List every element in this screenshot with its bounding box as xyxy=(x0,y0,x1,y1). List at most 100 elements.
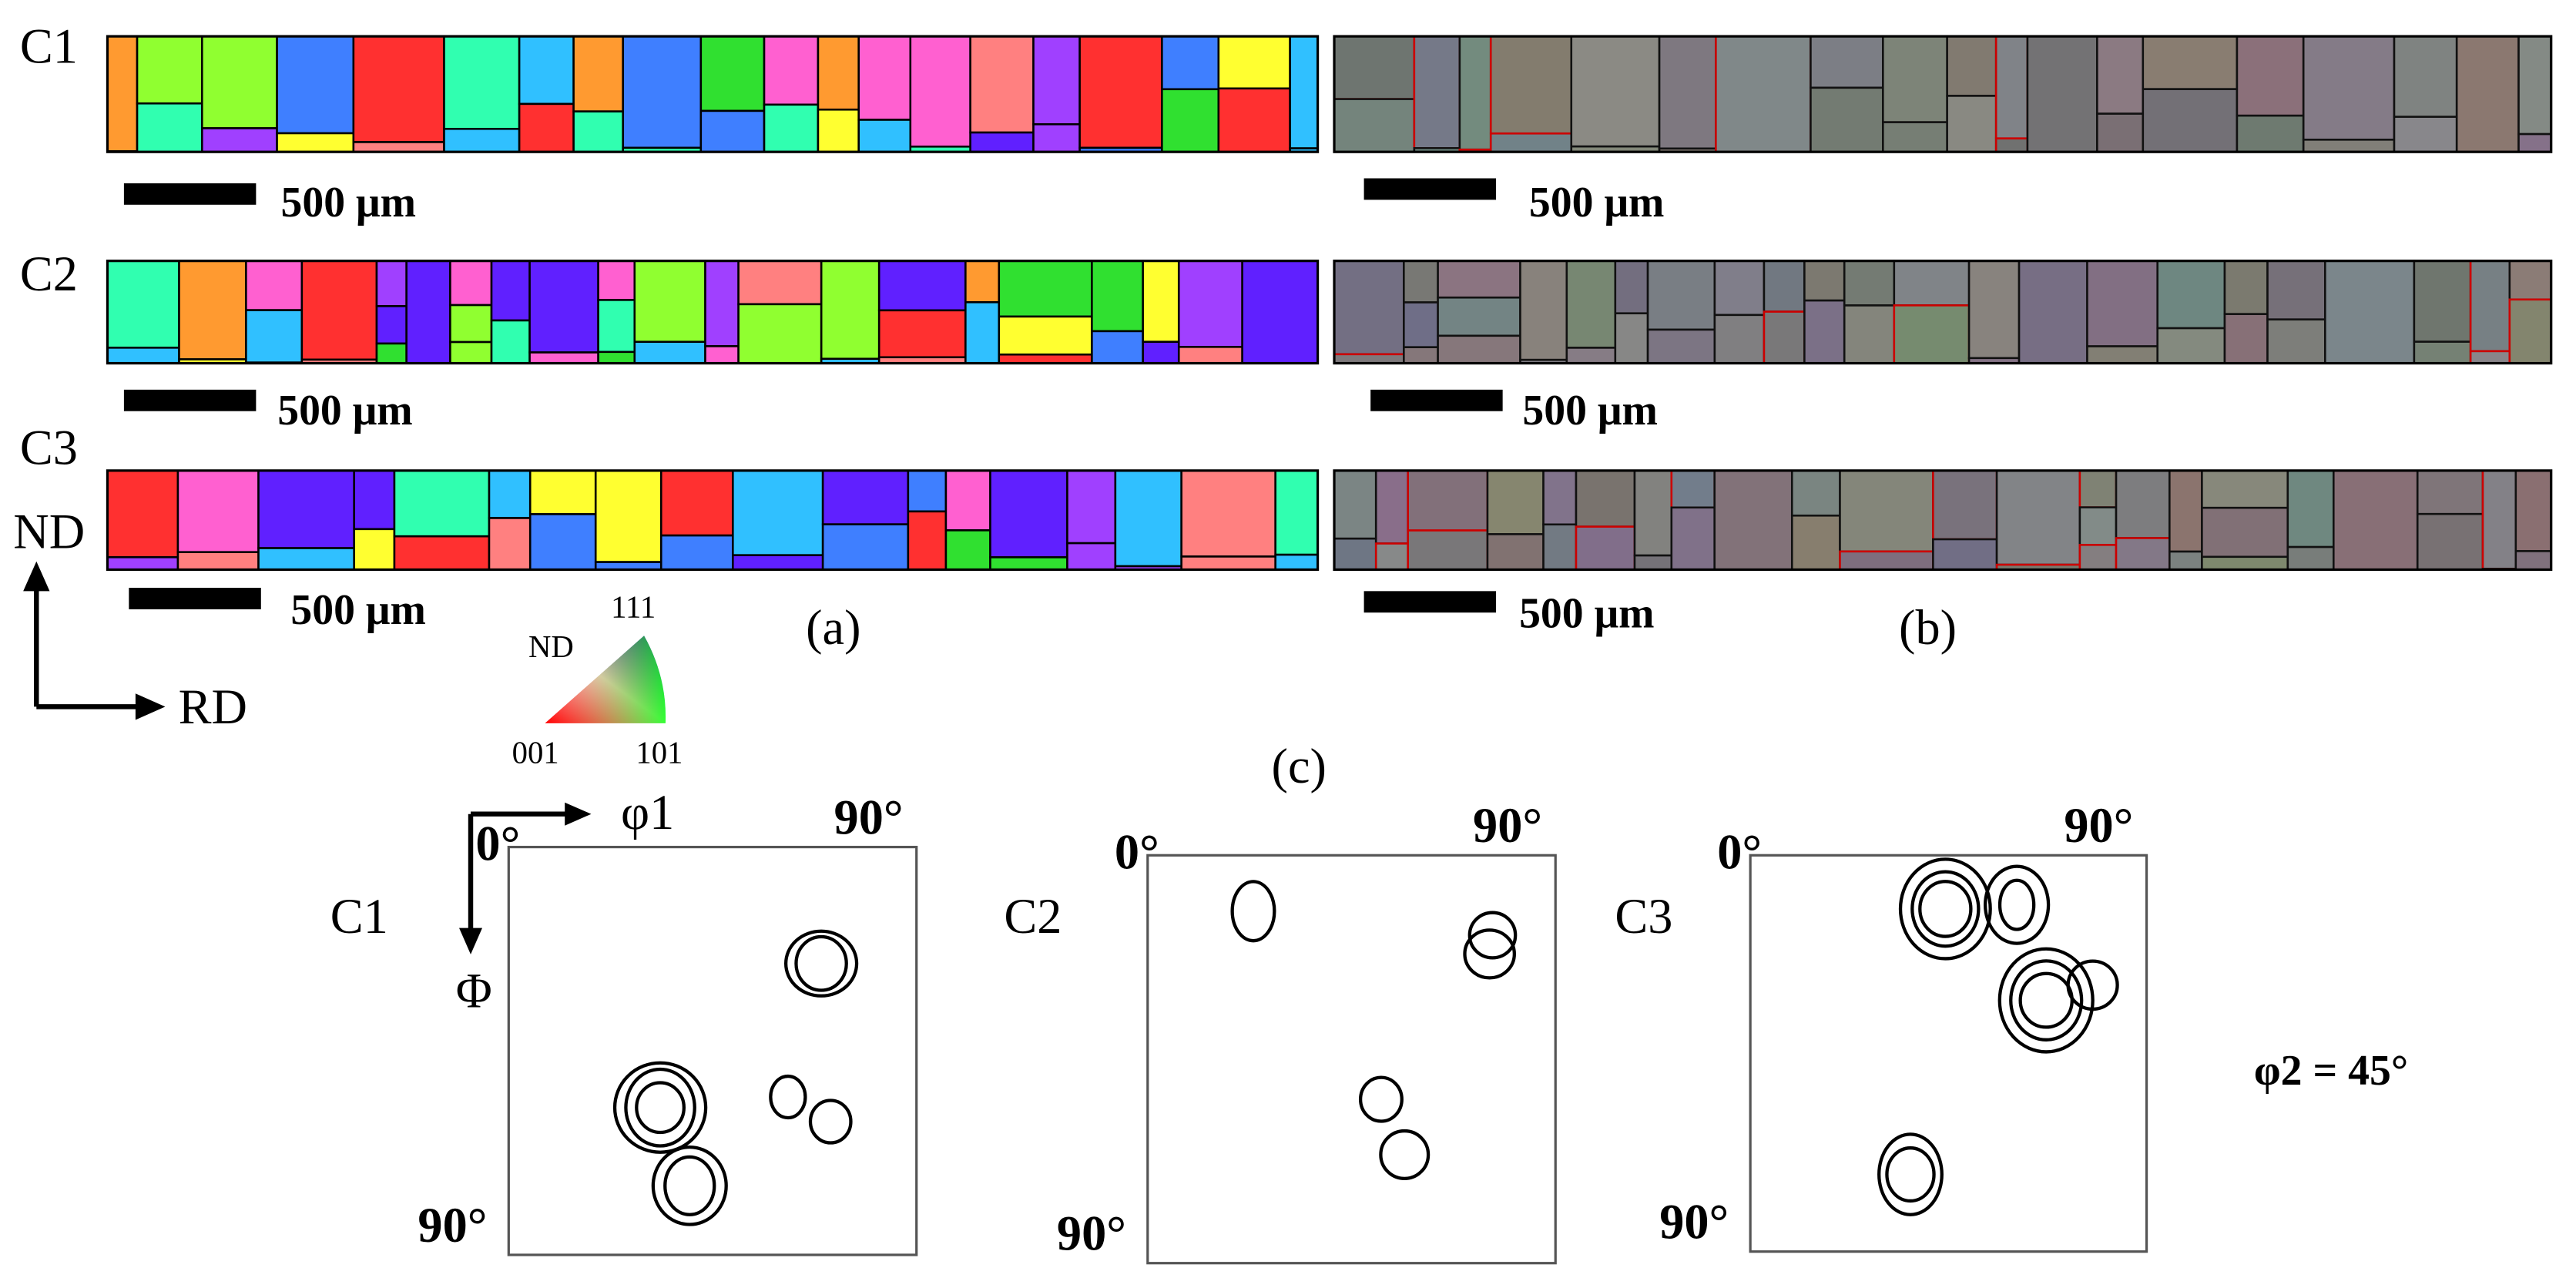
grain xyxy=(597,299,636,354)
map-frame xyxy=(106,260,1320,365)
contour xyxy=(1467,911,1518,960)
grain xyxy=(1407,529,1489,571)
grain xyxy=(375,342,408,364)
grain xyxy=(944,529,991,571)
contour xyxy=(663,1155,716,1216)
sample-axes xyxy=(34,585,146,709)
grain xyxy=(1575,525,1636,571)
grain xyxy=(1032,123,1081,153)
grain xyxy=(178,260,247,361)
grain xyxy=(1658,35,1717,150)
grain xyxy=(443,35,521,130)
grain xyxy=(1180,555,1276,571)
grain xyxy=(1670,506,1716,571)
grain xyxy=(1161,35,1220,91)
grain xyxy=(2266,260,2326,320)
grain xyxy=(1932,469,1998,541)
grain xyxy=(944,469,991,532)
grain xyxy=(2078,544,2118,571)
ipf-corner: 001 xyxy=(512,735,559,770)
grain xyxy=(2156,260,2226,330)
grain xyxy=(1570,35,1661,148)
grain xyxy=(1633,469,1673,557)
grain xyxy=(106,347,180,364)
grain xyxy=(2223,313,2269,364)
grain xyxy=(276,132,355,153)
grain xyxy=(1091,330,1144,364)
axis-label: Φ xyxy=(456,963,492,1018)
grain xyxy=(449,260,493,307)
grain xyxy=(1333,260,1405,356)
map-frame xyxy=(106,35,1320,153)
angle-label: 0° xyxy=(475,817,520,871)
grain xyxy=(1839,469,1934,553)
grain xyxy=(2223,260,2269,315)
grain xyxy=(622,35,703,149)
grain xyxy=(989,556,1068,571)
angle-label: 90° xyxy=(418,1198,487,1253)
grain xyxy=(1437,296,1521,337)
grain xyxy=(393,469,491,538)
ipf-title: ND xyxy=(528,629,574,664)
grain xyxy=(2393,35,2458,118)
scale-label: 500 μm xyxy=(277,387,413,434)
ipf-corner: 111 xyxy=(611,590,656,625)
grain xyxy=(1994,35,2029,139)
grain xyxy=(1810,35,1884,89)
grain xyxy=(2302,139,2396,153)
grain xyxy=(1180,469,1276,558)
row-label: C1 xyxy=(20,18,78,73)
grain xyxy=(300,260,378,361)
scale-label: 500 μm xyxy=(1519,589,1655,637)
grain xyxy=(2481,469,2517,570)
grain xyxy=(998,315,1093,356)
grain xyxy=(597,260,636,301)
grain xyxy=(1274,469,1319,556)
grain xyxy=(1946,95,1997,153)
map-frame xyxy=(1333,35,2553,153)
row-label: C3 xyxy=(20,420,78,475)
grain xyxy=(1713,469,1793,571)
grain xyxy=(1932,538,1998,571)
ipf-corner: 101 xyxy=(636,735,683,770)
grain xyxy=(276,35,355,135)
panel-label: (a) xyxy=(806,600,860,655)
odf-box xyxy=(1146,854,1557,1265)
grain xyxy=(2286,469,2335,548)
grain xyxy=(2514,550,2552,571)
grain xyxy=(820,260,880,361)
contour xyxy=(1230,880,1276,943)
grain xyxy=(1542,523,1578,571)
grain xyxy=(1066,542,1117,571)
nd-label: ND xyxy=(13,505,85,559)
grain xyxy=(352,35,445,143)
contour xyxy=(651,1145,728,1226)
grain xyxy=(1670,469,1716,509)
grain xyxy=(2324,260,2416,364)
grain xyxy=(1374,542,1409,571)
contour xyxy=(783,929,859,998)
contour xyxy=(1997,878,2036,931)
grain xyxy=(817,108,860,153)
grain xyxy=(1713,314,1766,364)
grain xyxy=(1565,260,1617,349)
angle-label: 0° xyxy=(1115,824,1159,879)
grain xyxy=(2096,35,2145,115)
grain xyxy=(2517,132,2552,153)
grain xyxy=(393,535,491,571)
angle-label: 90° xyxy=(1473,798,1542,853)
grain xyxy=(572,35,625,112)
grain xyxy=(2168,550,2203,571)
grain xyxy=(2286,545,2335,571)
grain xyxy=(490,319,531,364)
contour xyxy=(794,934,848,992)
scale-label: 500 μm xyxy=(1529,179,1665,226)
ipf-triangle-overlay xyxy=(545,636,666,723)
grain xyxy=(1839,550,1934,571)
grain xyxy=(1565,347,1617,364)
grain xyxy=(821,469,910,525)
grain xyxy=(2201,469,2289,509)
scale-bar xyxy=(129,588,261,609)
grain xyxy=(353,528,396,571)
